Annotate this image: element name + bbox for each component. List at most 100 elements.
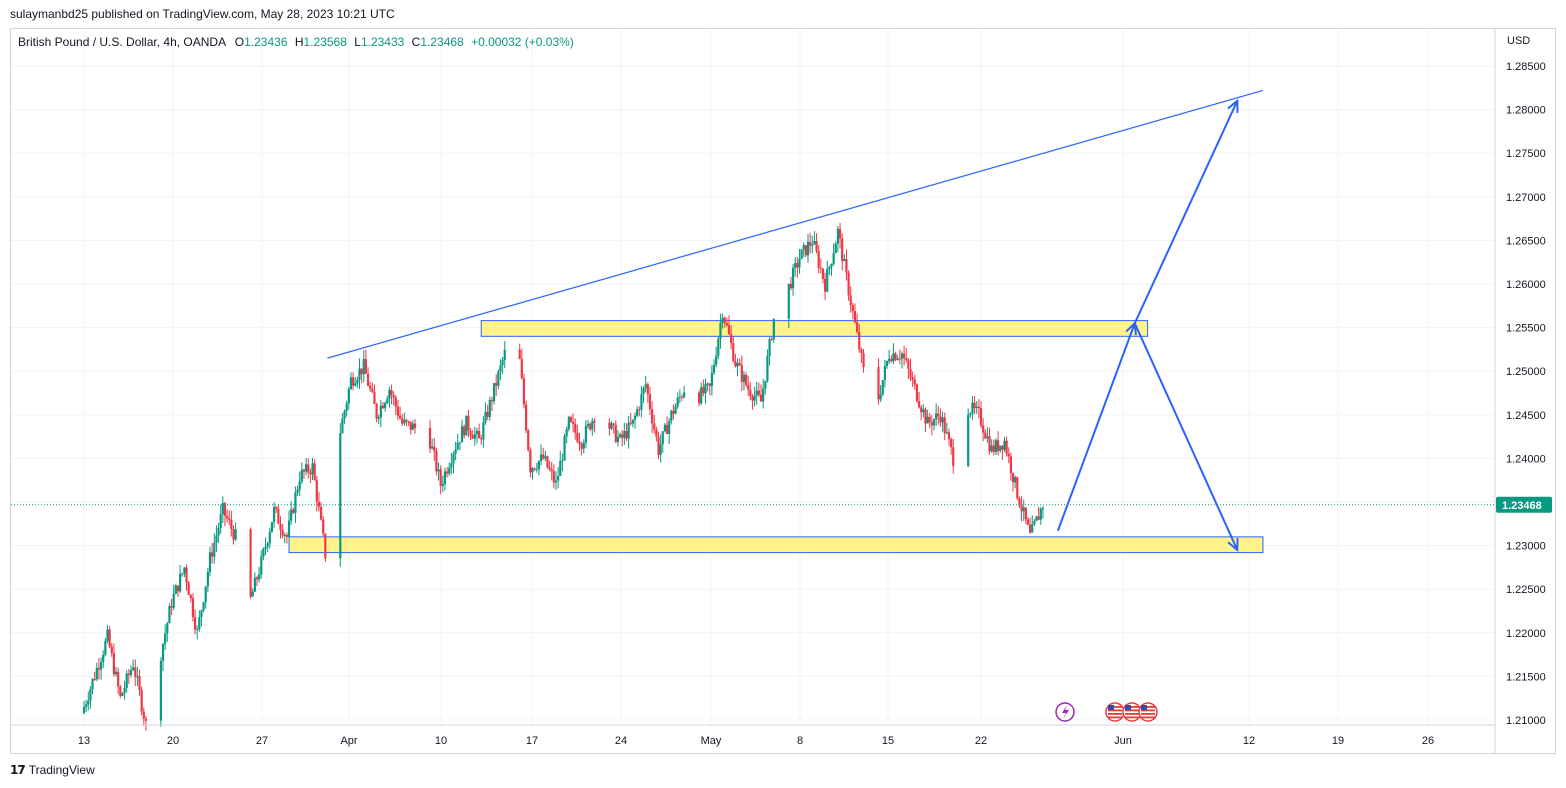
candle bbox=[281, 524, 284, 539]
candle bbox=[815, 233, 818, 254]
candle bbox=[928, 412, 931, 429]
candle bbox=[1014, 475, 1017, 489]
candle bbox=[448, 462, 451, 477]
candle bbox=[352, 372, 355, 391]
candle bbox=[490, 396, 494, 411]
candle bbox=[142, 707, 145, 726]
candle bbox=[657, 431, 660, 460]
candle bbox=[174, 583, 177, 595]
last-price-label: 1.23468 bbox=[1502, 500, 1542, 512]
candle bbox=[580, 441, 583, 456]
candle bbox=[172, 584, 175, 611]
us-flag-event-icon[interactable] bbox=[1105, 702, 1125, 722]
price-tick-label: 1.28000 bbox=[1506, 105, 1546, 117]
projection-up-arrow[interactable] bbox=[1133, 100, 1239, 324]
candle bbox=[266, 541, 269, 552]
candle bbox=[862, 348, 865, 373]
candle bbox=[621, 430, 624, 447]
candle bbox=[219, 504, 222, 534]
candle bbox=[571, 413, 575, 433]
candle bbox=[550, 461, 553, 481]
candle bbox=[841, 233, 844, 271]
time-tick-label: 24 bbox=[615, 735, 627, 747]
time-tick-label: 17 bbox=[526, 735, 538, 747]
candle bbox=[608, 418, 611, 436]
candle bbox=[589, 422, 592, 432]
candle bbox=[356, 376, 359, 388]
candle bbox=[123, 680, 126, 700]
candle bbox=[339, 422, 342, 567]
price-tick-label: 1.26500 bbox=[1506, 235, 1546, 247]
trendline[interactable] bbox=[327, 89, 1264, 359]
candle bbox=[384, 401, 387, 412]
candle bbox=[104, 637, 107, 657]
candle bbox=[347, 386, 350, 410]
candle bbox=[719, 313, 722, 349]
candle bbox=[232, 525, 235, 545]
candle bbox=[285, 532, 288, 544]
candle bbox=[638, 406, 641, 417]
candle bbox=[1024, 507, 1027, 525]
candle bbox=[992, 439, 995, 456]
candle bbox=[973, 395, 976, 414]
candle bbox=[396, 400, 400, 421]
candle bbox=[191, 593, 195, 622]
candle bbox=[82, 700, 86, 715]
candle bbox=[798, 249, 801, 274]
candle bbox=[1020, 496, 1023, 522]
candle bbox=[646, 382, 649, 403]
candle bbox=[730, 325, 733, 350]
candle bbox=[582, 439, 585, 454]
candle bbox=[358, 358, 361, 389]
candle bbox=[890, 355, 893, 363]
zone-support[interactable] bbox=[288, 536, 1264, 554]
us-flag-event-icon[interactable] bbox=[1138, 702, 1158, 722]
lightning-event-icon[interactable] bbox=[1055, 702, 1075, 722]
arrowhead-mid-icon bbox=[1125, 321, 1137, 336]
time-axis[interactable]: 13 20 27 Apr 10 17 24 May 8 15 22 Jun 12 19 26 bbox=[10, 724, 1495, 747]
candle bbox=[898, 349, 901, 365]
candle bbox=[349, 372, 353, 390]
candle bbox=[612, 422, 615, 434]
tradingview-logo[interactable]: 𝟭𝟳 TradingView bbox=[10, 763, 95, 777]
candle bbox=[99, 657, 103, 680]
candle bbox=[749, 381, 752, 401]
candle bbox=[924, 407, 927, 432]
candle bbox=[734, 353, 737, 368]
candle bbox=[591, 417, 594, 436]
candle bbox=[95, 662, 98, 682]
time-tick-label: 22 bbox=[975, 735, 987, 747]
candle bbox=[296, 485, 299, 497]
candle bbox=[883, 359, 886, 388]
candle bbox=[183, 566, 186, 578]
candle bbox=[593, 418, 596, 433]
candle bbox=[533, 467, 536, 471]
candle bbox=[943, 412, 946, 440]
candle bbox=[315, 475, 318, 512]
candle bbox=[723, 316, 726, 328]
candle bbox=[441, 475, 444, 492]
candle bbox=[460, 419, 464, 443]
candle bbox=[683, 385, 686, 399]
candle bbox=[294, 486, 297, 523]
candle bbox=[625, 423, 628, 442]
candle bbox=[975, 400, 978, 414]
candle bbox=[742, 370, 746, 391]
us-flag-event-icon[interactable] bbox=[1122, 702, 1142, 722]
candle bbox=[456, 433, 459, 451]
candle bbox=[802, 242, 805, 258]
candle bbox=[712, 359, 716, 376]
candle bbox=[996, 431, 1000, 456]
price-tick-label: 1.26000 bbox=[1506, 279, 1546, 291]
currency-label[interactable]: USD bbox=[1507, 35, 1531, 47]
candle bbox=[228, 510, 231, 526]
price-axis[interactable]: 1.28500 1.28000 1.27500 1.27000 1.26500 1.260… bbox=[11, 28, 1552, 754]
time-tick-label: 26 bbox=[1422, 735, 1434, 747]
candle bbox=[371, 382, 374, 394]
candle bbox=[373, 384, 376, 405]
zone-resistance[interactable] bbox=[480, 320, 1149, 337]
candle bbox=[520, 348, 523, 380]
price-tick-label: 1.21000 bbox=[1506, 715, 1546, 727]
candle bbox=[1029, 517, 1032, 534]
